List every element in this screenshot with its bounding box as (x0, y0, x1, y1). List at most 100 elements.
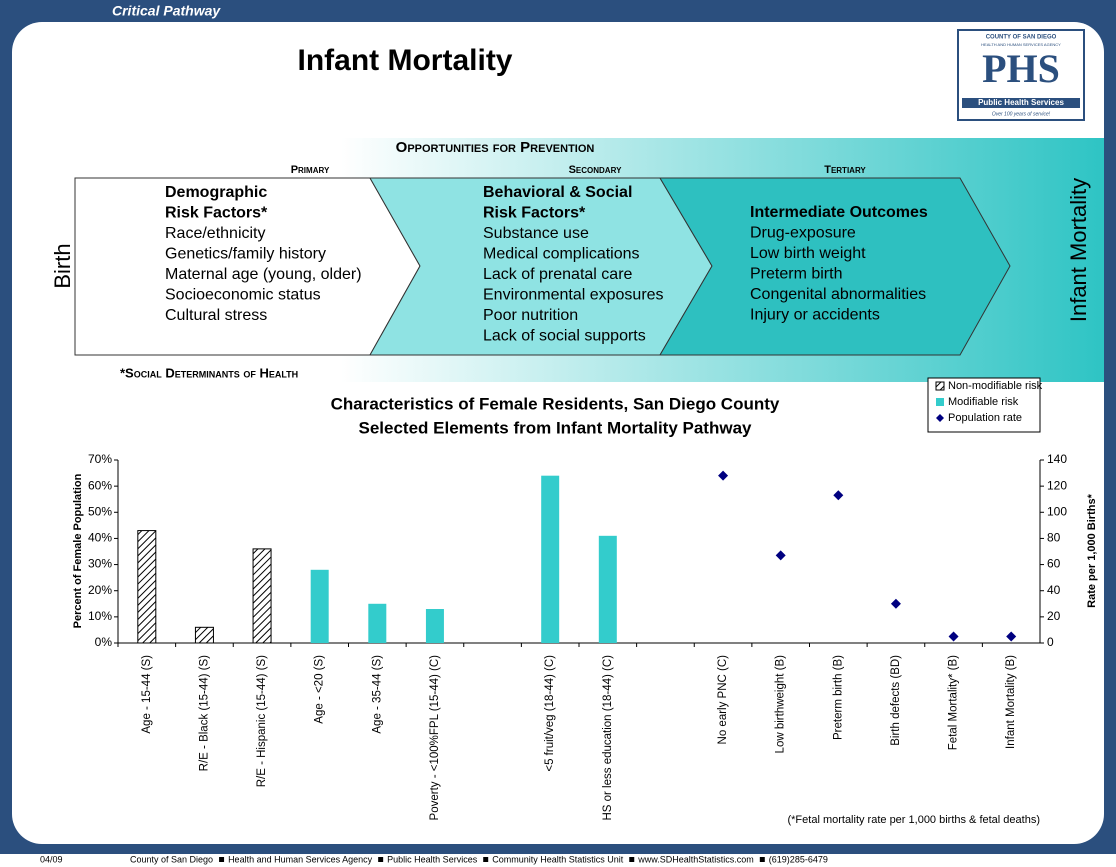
page-title: Infant Mortality (298, 44, 513, 77)
footer-item: www.SDHealthStatistics.com (637, 854, 754, 864)
stage-item: Congenital abnormalities (750, 286, 926, 303)
stage-item: Low birth weight (750, 245, 866, 262)
logo-county: COUNTY OF SAN DIEGO (986, 35, 1057, 41)
y2-tick-label: 120 (1047, 478, 1067, 492)
point (1006, 631, 1017, 642)
point (890, 598, 901, 609)
bar (137, 530, 157, 644)
point (775, 550, 786, 561)
x-tick-label: R/E - Black (15-44) (S) (198, 655, 210, 771)
footer-item: (619)285-6479 (769, 854, 828, 864)
stage-item: Socioeconomic status (165, 287, 321, 304)
stage-arrow (659, 177, 1011, 356)
bar (310, 569, 329, 643)
stage-label: Secondary (569, 164, 622, 176)
stage-heading: Behavioral & Social (483, 184, 632, 201)
stage-item: Injury or accidents (750, 307, 880, 324)
bar (194, 626, 214, 644)
logo: COUNTY OF SAN DIEGO HEALTH AND HUMAN SER… (957, 29, 1085, 121)
legend-swatch (936, 414, 944, 422)
y2-axis-title: Rate per 1,000 Births* (1086, 493, 1098, 607)
y-tick-label: 20% (88, 583, 112, 597)
logo-agency: HEALTH AND HUMAN SERVICES AGENCY (981, 42, 1061, 47)
y2-tick-label: 20 (1047, 609, 1061, 623)
footer-bullet (759, 857, 765, 862)
x-tick-label: Fetal Mortality* (B) (948, 655, 960, 750)
x-tick-label: Age - 35-44 (S) (371, 655, 383, 734)
footer-item: Community Health Statistics Unit (492, 854, 624, 864)
chart-title: Characteristics of Female Residents, San… (331, 394, 780, 413)
stage-item: Cultural stress (165, 307, 267, 324)
logo-letters: PHS (982, 46, 1060, 91)
logo-motto: Over 100 years of service! (992, 111, 1051, 117)
pathway-heading: Opportunities for Prevention (396, 139, 595, 156)
x-tick-label: Age - 15-44 (S) (141, 655, 153, 734)
footer: 04/09 County of San Diego Health and Human… (40, 854, 828, 864)
footer-date: 04/09 (40, 854, 63, 864)
stage-heading: Intermediate Outcomes (750, 204, 928, 221)
footer-item: County of San Diego (130, 854, 213, 864)
x-tick-label: <5 fruit/veg (18-44) (C) (544, 655, 556, 772)
point (718, 470, 729, 481)
y2-tick-label: 0 (1047, 635, 1054, 649)
y-axis-title: Percent of Female Population (72, 473, 84, 628)
stage-heading: Risk Factors* (483, 205, 586, 222)
stages: Primary Demographic Risk Factors* Race/ethn… (165, 164, 928, 345)
chart-note: (*Fetal mortality rate per 1,000 births … (787, 814, 1040, 826)
legend-swatch (936, 398, 944, 406)
logo-bar (962, 98, 1080, 108)
x-tick-label: Preterm birth (B) (832, 655, 844, 740)
bar (425, 609, 444, 643)
y-tick-label: 10% (88, 609, 112, 623)
footer-bullet (629, 857, 635, 862)
stage-item: Genetics/family history (165, 246, 326, 263)
y2-tick-label: 60 (1047, 557, 1061, 571)
x-tick-label: Low birthweight (B) (775, 655, 787, 754)
x-tick-label: No early PNC (C) (717, 655, 729, 745)
y2-tick-label: 40 (1047, 583, 1061, 597)
stage-item: Environmental exposures (483, 287, 664, 304)
footer-bullet (378, 857, 384, 862)
y2-tick-label: 140 (1047, 452, 1067, 466)
point (833, 490, 844, 501)
bar (368, 603, 387, 643)
x-tick-label: Age - <20 (S) (314, 655, 326, 724)
chart-subtitle: Selected Elements from Infant Mortality … (359, 418, 753, 437)
x-tick-label: R/E - Hispanic (15-44) (S) (256, 655, 268, 787)
bar (598, 535, 617, 643)
y-tick-label: 60% (88, 478, 112, 492)
stage-item: Poor nutrition (483, 307, 578, 324)
stage-item: Maternal age (young, older) (165, 266, 362, 283)
y2-tick-label: 100 (1047, 504, 1067, 518)
legend-swatch (935, 381, 945, 391)
logo-name: Public Health Services (978, 98, 1064, 107)
stage-item: Medical complications (483, 246, 640, 263)
x-tick-label: HS or less education (18-44) (C) (602, 655, 614, 821)
footer-item: Public Health Services (387, 854, 478, 864)
stage-label: Tertiary (824, 164, 866, 176)
chart: 0% 10% 20% 30% 40% 50% 60% 70% 0 20 40 60 80 100 120 14… (88, 377, 1067, 821)
tab-label: Critical Pathway (112, 3, 221, 19)
y-tick-label: 50% (88, 504, 112, 518)
y-tick-label: 0% (95, 635, 113, 649)
footer-bullet (483, 857, 489, 862)
footer-bullet (219, 857, 225, 862)
stage-item: Lack of social supports (483, 328, 646, 345)
pathway-footnote: *Social Determinants of Health (120, 365, 298, 380)
x-tick-label: Birth defects (BD) (890, 655, 902, 746)
y2-tick-label: 80 (1047, 531, 1061, 545)
y-tick-label: 30% (88, 557, 112, 571)
y-tick-label: 40% (88, 531, 112, 545)
stage-item: Race/ethnicity (165, 225, 266, 242)
stage-item: Lack of prenatal care (483, 266, 633, 283)
x-tick-label: Poverty - <100%FPL (15-44) (C) (429, 655, 441, 821)
legend-label: Population rate (948, 412, 1022, 424)
stage-item: Drug-exposure (750, 225, 856, 242)
point (948, 631, 959, 642)
pathway-end: Infant Mortality (1066, 178, 1091, 322)
pathway-start: Birth (50, 243, 75, 288)
y-tick-label: 70% (88, 452, 112, 466)
x-tick-label: Infant Mortality (B) (1005, 655, 1017, 749)
footer-item: Health and Human Services Agency (228, 854, 373, 864)
